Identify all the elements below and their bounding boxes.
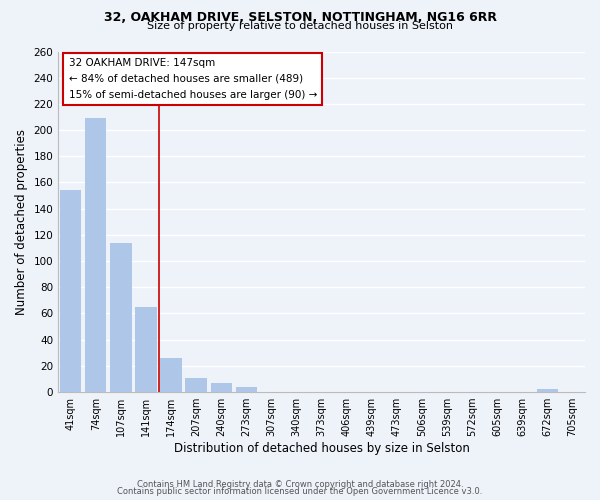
Bar [110,243,131,392]
X-axis label: Distribution of detached houses by size in Selston: Distribution of detached houses by size … [173,442,470,455]
Text: Size of property relative to detached houses in Selston: Size of property relative to detached ho… [147,21,453,31]
Text: Contains HM Land Registry data © Crown copyright and database right 2024.: Contains HM Land Registry data © Crown c… [137,480,463,489]
Bar [60,190,82,392]
Bar [136,307,157,392]
Y-axis label: Number of detached properties: Number of detached properties [15,129,28,315]
Bar [160,358,182,392]
Text: 32, OAKHAM DRIVE, SELSTON, NOTTINGHAM, NG16 6RR: 32, OAKHAM DRIVE, SELSTON, NOTTINGHAM, N… [104,11,497,24]
Bar [211,383,232,392]
Text: Contains public sector information licensed under the Open Government Licence v3: Contains public sector information licen… [118,487,482,496]
Bar [537,390,558,392]
Bar [236,387,257,392]
Bar [185,378,207,392]
Text: 32 OAKHAM DRIVE: 147sqm
← 84% of detached houses are smaller (489)
15% of semi-d: 32 OAKHAM DRIVE: 147sqm ← 84% of detache… [69,58,317,100]
Bar [85,118,106,392]
